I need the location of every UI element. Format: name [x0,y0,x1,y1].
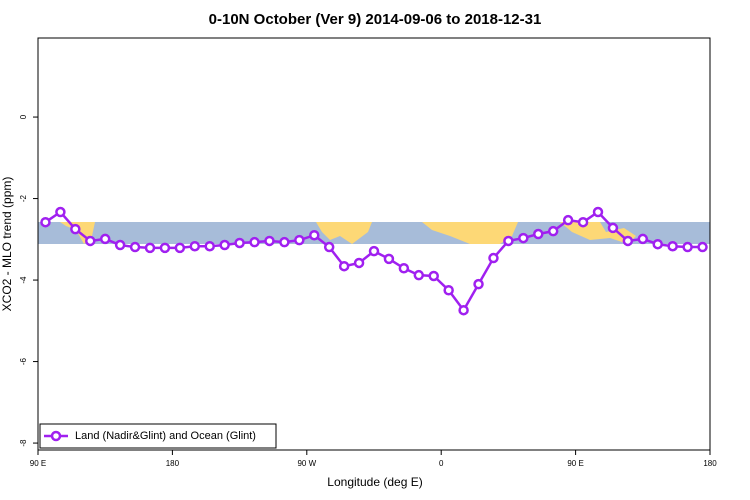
point [533,228,544,240]
point [682,241,693,253]
ocean-band [38,222,710,244]
point [219,239,230,251]
x-tick-label: 180 [166,459,180,468]
point [458,304,469,316]
plot-frame [37,37,711,451]
point [204,240,215,252]
point [443,285,454,296]
land [560,222,636,244]
x-tick-label: 0 [439,459,444,468]
point [174,242,186,254]
point [473,278,484,290]
point [338,260,350,272]
point [323,241,335,253]
point [428,270,439,282]
point [55,206,66,218]
point [114,239,126,251]
point [518,232,529,244]
point [249,236,260,248]
map-background [38,222,710,244]
point [562,214,574,226]
x-tick-label: 180 [703,459,717,468]
x-tick-label: 90 E [30,459,46,468]
point [353,257,365,269]
y-tick-label: -2 [19,194,28,202]
y-tick-label: 0 [19,114,28,119]
point [652,238,663,250]
point [40,216,51,228]
point [697,241,708,253]
point [622,235,634,247]
point [413,269,425,281]
point [99,233,111,245]
point [129,241,141,253]
point [607,222,619,234]
point [383,253,395,265]
point [592,206,604,218]
x-tick-label: 90 W [297,459,316,468]
point [294,234,305,246]
x-tick-label: 90 E [567,459,583,468]
point [264,235,275,247]
point [488,252,499,264]
point [547,225,559,237]
y-axis-label: XCO2 - MLO trend (ppm) [0,177,14,312]
chart-title: 0-10N October (Ver 9) 2014-09-06 to 2018… [209,11,542,28]
legend-box [39,423,277,449]
y-tick-label: -8 [19,439,28,447]
y-tick-label: -6 [19,357,28,365]
point [309,229,320,241]
point [398,262,410,274]
point [503,235,514,247]
point [279,236,290,248]
point [577,216,589,228]
land [422,222,518,244]
point [637,233,649,245]
point [234,237,245,249]
point [159,242,171,254]
point [70,223,81,235]
point [667,240,678,252]
point [85,235,96,247]
legend-marker [50,430,62,442]
point [189,240,201,252]
y-tick-label: -4 [19,276,28,284]
land [316,222,372,244]
x-axis-label: Longitude (deg E) [327,475,422,489]
legend-label: Land (Nadir&Glint) and Ocean (Glint) [75,430,256,442]
point [368,245,380,257]
point [144,242,156,254]
